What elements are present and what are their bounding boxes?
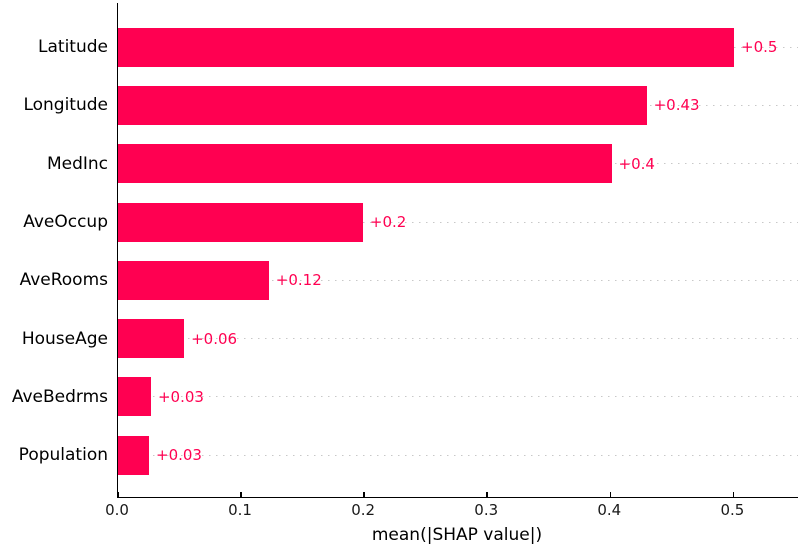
bar-medinc [118, 144, 612, 184]
y-tick-label-longitude: Longitude [23, 95, 108, 116]
bar-value-label: +0.43 [653, 96, 700, 115]
bar-value-label: +0.03 [156, 446, 202, 465]
bar-latitude [118, 27, 734, 67]
row-gridline [118, 454, 798, 456]
row-gridline [118, 221, 798, 223]
y-tick-label-aveoccup: AveOccup [23, 212, 108, 232]
bar-value-label: +0.06 [191, 329, 238, 348]
plot-area: +0.5 Latitude +0.43 Longitude +0.4 MedInc +0.2… [12, 3, 798, 498]
x-tick-label: 0.3 [474, 501, 499, 519]
bar-value-label: +0.4 [618, 154, 655, 173]
x-tick-label: 0.0 [105, 501, 129, 519]
x-tick-mark [609, 492, 612, 497]
bar-averooms [118, 260, 269, 300]
x-tick-mark [240, 492, 242, 497]
y-tick-label-medinc: MedInc [46, 153, 108, 174]
x-axis-label: mean(|SHAP value|) [371, 525, 543, 545]
y-tick-label-avebedrms: AveBedrms [11, 386, 108, 407]
bar-avebedrms [118, 377, 151, 417]
x-tick-label: 0.4 [597, 501, 622, 519]
row-gridline [118, 279, 798, 281]
y-tick-label-population: Population [18, 445, 108, 466]
bar-value-label: +0.12 [275, 271, 322, 290]
bar-longitude [118, 85, 647, 125]
bar-houseage [118, 319, 185, 359]
bar-value-label: +0.5 [741, 38, 778, 57]
row-gridline [118, 338, 798, 340]
y-tick-label-latitude: Latitude [38, 37, 108, 58]
x-tick-label: 0.2 [351, 501, 376, 519]
y-tick-label-houseage: HouseAge [21, 328, 108, 349]
x-tick-mark [486, 492, 488, 497]
bar-value-label: +0.2 [369, 213, 407, 231]
bar-aveoccup [118, 202, 363, 242]
y-tick-label-averooms: AveRooms [19, 270, 108, 291]
x-tick-label: 0.1 [228, 501, 252, 519]
bar-population [118, 435, 149, 475]
x-tick-label: 0.5 [720, 501, 745, 519]
x-tick-mark [117, 492, 119, 497]
x-tick-mark [732, 492, 735, 497]
x-tick-mark [363, 492, 365, 497]
bar-value-label: +0.03 [157, 387, 204, 406]
row-gridline [118, 396, 798, 398]
